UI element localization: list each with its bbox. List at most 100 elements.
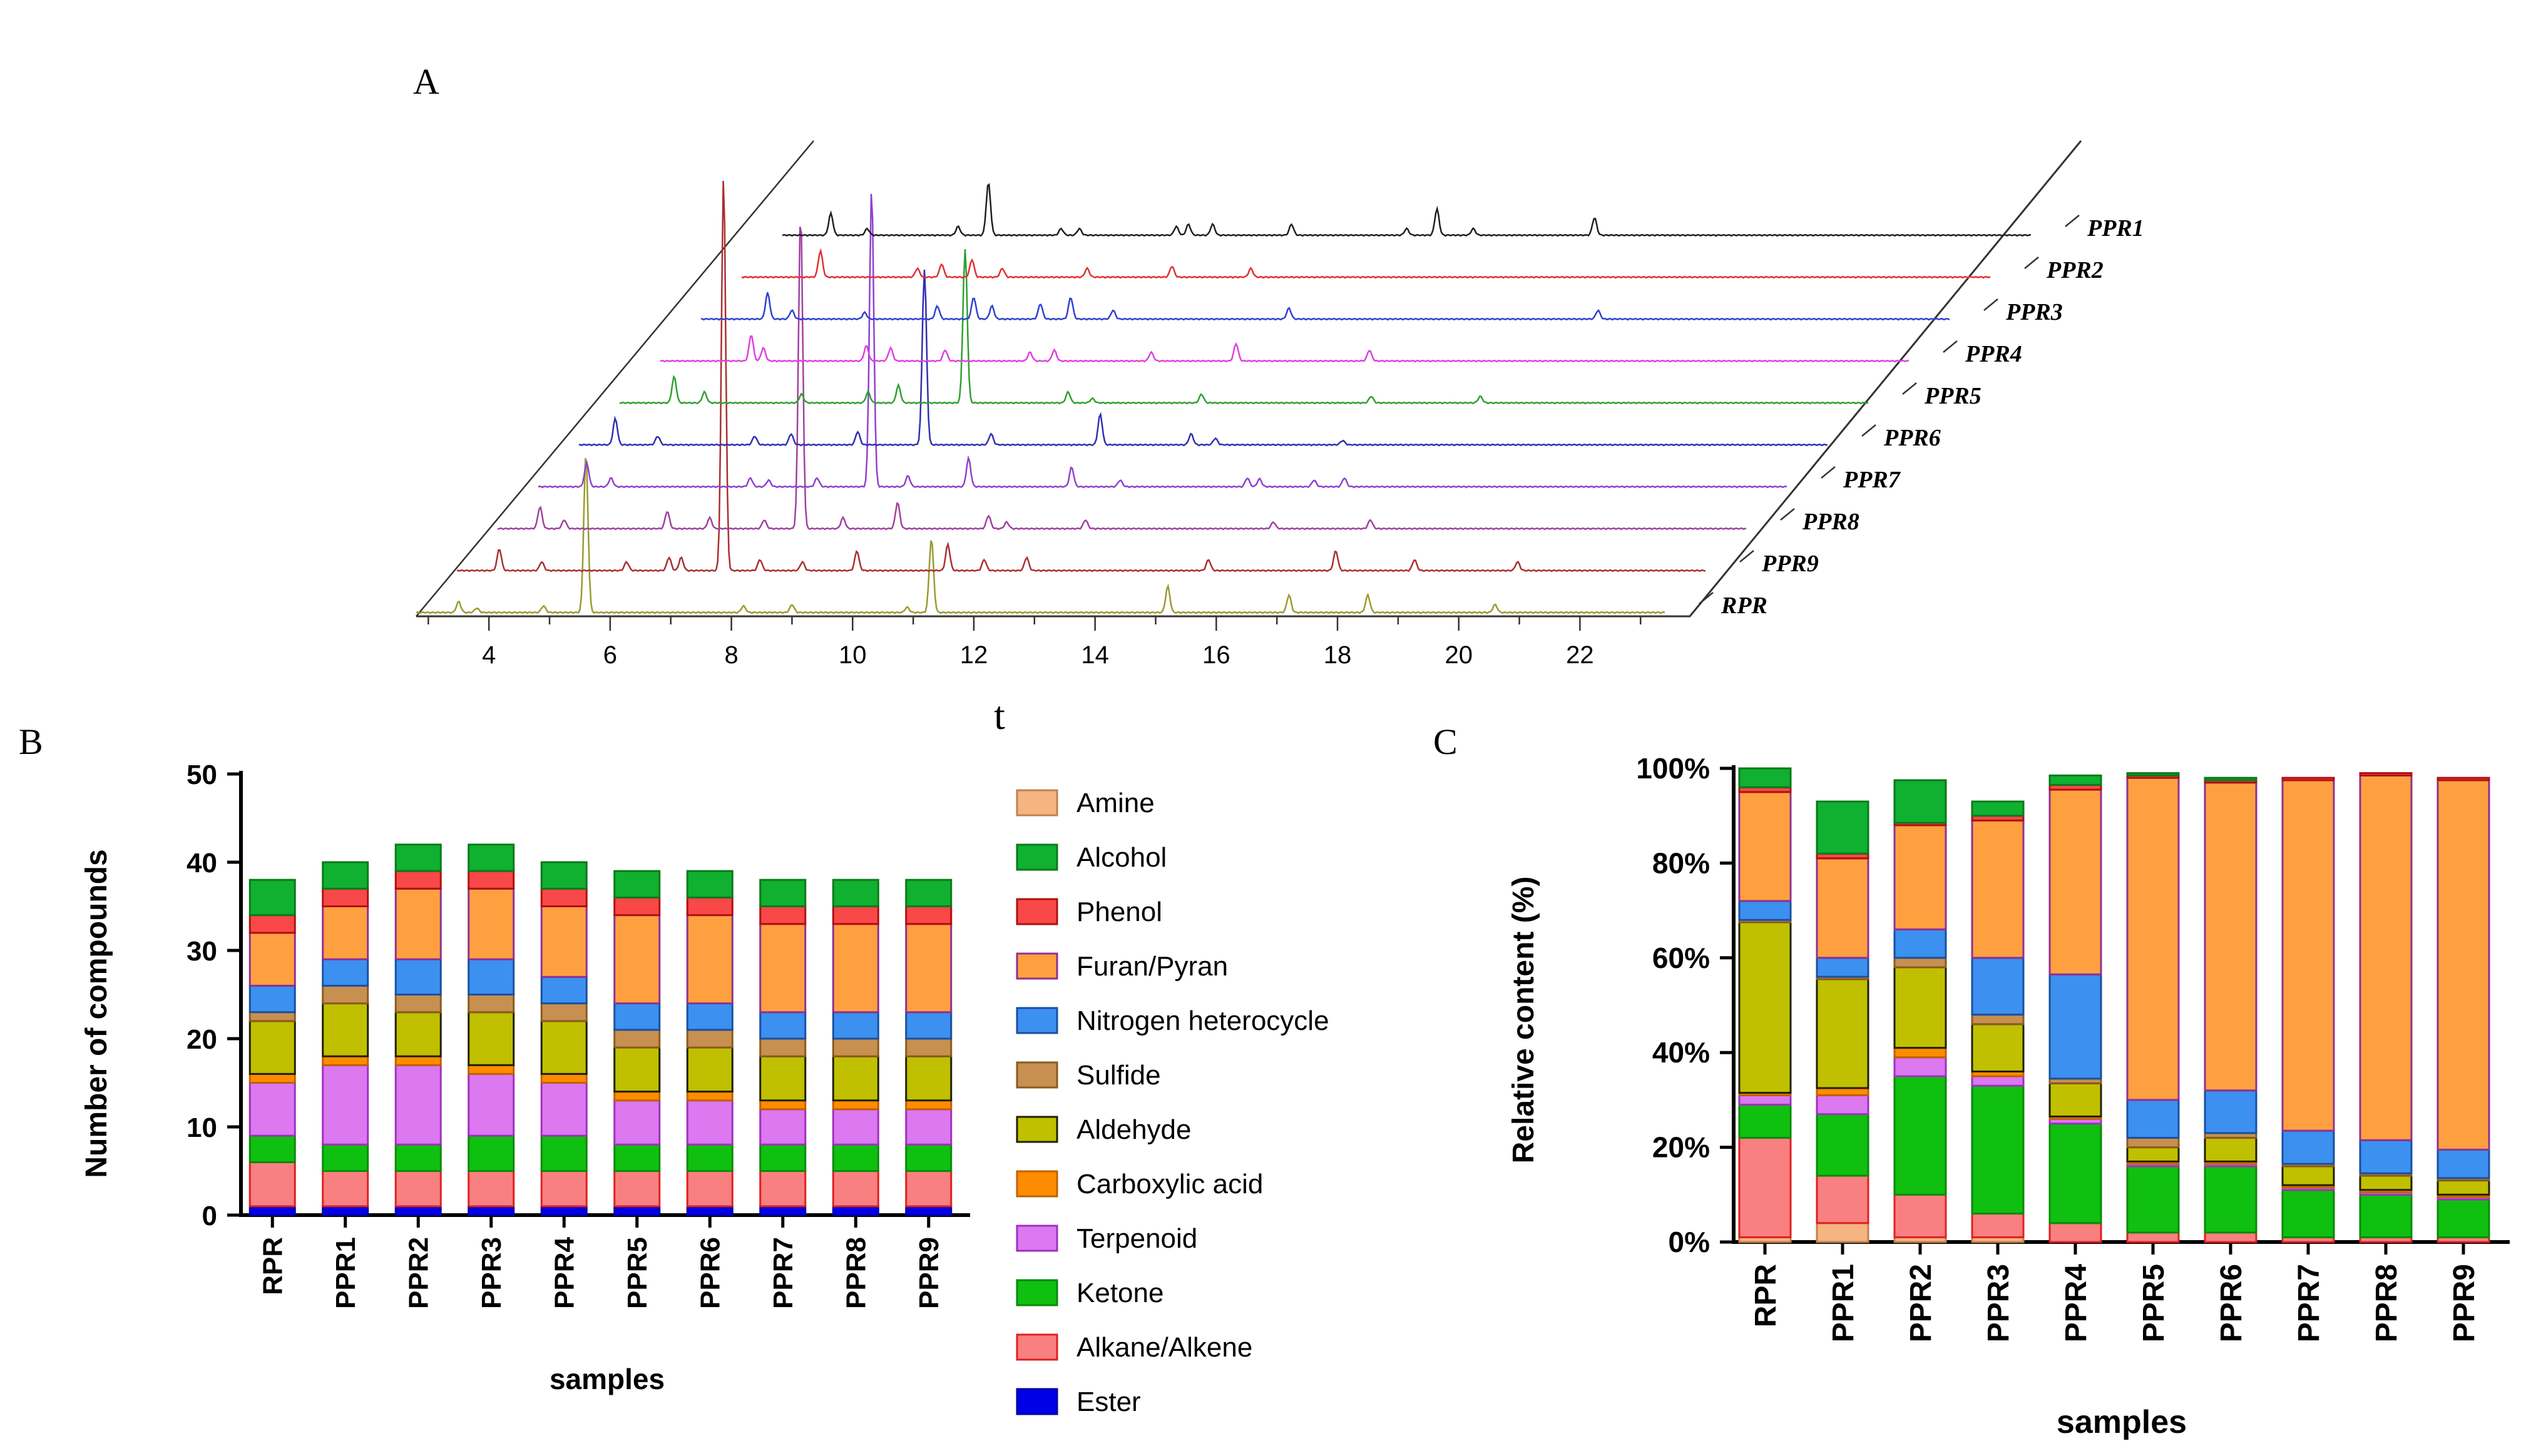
panel-c-bar-segment bbox=[1971, 1014, 2025, 1026]
legend-label: Nitrogen heterocycle bbox=[1076, 1005, 1329, 1036]
panel-b-bar-segment bbox=[759, 923, 807, 1014]
chromatogram-tick-label: 22 bbox=[1566, 641, 1594, 669]
panel-b-bar-segment bbox=[468, 1072, 515, 1137]
panel-c-bar-segment bbox=[1893, 824, 1947, 930]
panel-c-bar-segment bbox=[2204, 1089, 2257, 1134]
panel-c-bar-segment bbox=[1971, 1023, 2025, 1072]
panel-b-x-tick-label: PPR6 bbox=[695, 1237, 725, 1309]
panel-c-bar-segment bbox=[1816, 1174, 1869, 1224]
panel-c-x-tick-label: PPR2 bbox=[1905, 1264, 1938, 1342]
panel-c-bar-segment bbox=[1816, 1222, 1869, 1243]
panel-b-bar-segment bbox=[248, 878, 296, 917]
chromatogram-tick-label: 6 bbox=[603, 641, 617, 669]
legend-swatch bbox=[1016, 1333, 1058, 1361]
panel-c-bar-segment bbox=[2126, 776, 2180, 1101]
panel-c-bar-segment bbox=[1816, 857, 1869, 959]
panel-b-label: B bbox=[19, 721, 43, 762]
chromatogram-sample-label: PPR9 bbox=[1761, 551, 1819, 577]
chromatogram-trace-ppr5 bbox=[619, 249, 1869, 405]
panel-c-bar-segment bbox=[2048, 1222, 2102, 1243]
panel-c-bar-segment bbox=[2436, 1148, 2490, 1179]
panel-b-bar-segment bbox=[905, 1055, 953, 1102]
panel-c-bar-segment bbox=[2436, 1179, 2490, 1196]
chromatogram-depth-tick bbox=[1699, 592, 1714, 604]
panel-c-y-tick-label: 40% bbox=[1652, 1036, 1710, 1069]
legend-label: Phenol bbox=[1076, 897, 1162, 927]
panel-b-bar-segment bbox=[248, 984, 296, 1014]
panel-c-y-tick-label: 60% bbox=[1652, 942, 1710, 974]
panel-c-bar-segment bbox=[2126, 1165, 2180, 1234]
panel-c-x-tick-label: RPR bbox=[1749, 1264, 1782, 1327]
panel-b-bar-segment bbox=[394, 958, 442, 995]
legend-label: Ketone bbox=[1076, 1278, 1163, 1308]
panel-b-bar-segment bbox=[468, 870, 515, 890]
chromatogram-sample-label: PPR5 bbox=[1924, 383, 1981, 409]
panel-c-bar-segment bbox=[1893, 1193, 1947, 1238]
panel-b-bar-segment bbox=[540, 1082, 588, 1137]
chromatogram-depth-tick bbox=[2024, 257, 2039, 269]
panel-b-y-tick-label: 40 bbox=[187, 848, 217, 878]
panel-b-y-tick-label: 50 bbox=[187, 760, 217, 790]
panel-c-bar-segment bbox=[2204, 1231, 2257, 1243]
panel-c-bar-segment bbox=[1971, 1213, 2025, 1238]
panel-b-bar-segment bbox=[322, 861, 369, 890]
panel-c-bar-segment bbox=[1893, 779, 1947, 824]
legend-label: Terpenoid bbox=[1076, 1223, 1197, 1254]
panel-b-bar-segment bbox=[905, 1108, 953, 1146]
chromatogram-tick-label: 10 bbox=[839, 641, 867, 669]
legend-swatch bbox=[1016, 1224, 1058, 1252]
panel-b-axes: 0 10 20 30 40 50 RPR PPR1 PPR2 PPR3 PPR4 PPR5 PPR6 PP… bbox=[187, 760, 970, 1309]
panel-b-bar-segment bbox=[322, 1055, 369, 1066]
panel-b-bar-segment bbox=[832, 1205, 879, 1216]
chromatogram-x-label: t bbox=[994, 693, 1005, 738]
panel-c-bar-segment bbox=[2048, 774, 2102, 786]
panel-c-bar-segment bbox=[2204, 776, 2257, 781]
legend-label: Ester bbox=[1076, 1387, 1141, 1417]
panel-b-bar-segment bbox=[905, 1037, 953, 1057]
chromatogram-sample-label: PPR6 bbox=[1883, 425, 1941, 451]
panel-b-bar-segment bbox=[613, 1091, 661, 1102]
panel-c-bar-segment bbox=[2281, 1129, 2335, 1165]
panel-c-bar-segment bbox=[1816, 800, 1869, 855]
panel-b-bar-segment bbox=[394, 887, 442, 960]
panel-b-bar-segment bbox=[613, 1143, 661, 1172]
panel-c-bar-segment bbox=[2048, 973, 2102, 1080]
panel-c-bar-segment bbox=[2048, 1123, 2102, 1224]
panel-b-bar-segment bbox=[686, 1205, 734, 1216]
panel-b-bar-segment bbox=[248, 1161, 296, 1208]
panel-c-bar-segment bbox=[2126, 1146, 2180, 1163]
panel-b-bar-segment bbox=[468, 1064, 515, 1075]
panel-b-x-tick-label: PPR7 bbox=[768, 1237, 799, 1309]
panel-b-x-tick-label: PPR5 bbox=[622, 1237, 653, 1309]
panel-b-x-tick-label: PPR1 bbox=[330, 1237, 361, 1309]
panel-c-axes: 0% 20% 40% 60% 80% 100% RPR PPR1 PPR2 PPR3 PPR4 PPR… bbox=[1636, 752, 2510, 1342]
panel-b-bar-segment bbox=[832, 1108, 879, 1146]
panel-c-bar-segment bbox=[2359, 772, 2413, 776]
panel-b-bar-segment bbox=[832, 1143, 879, 1172]
panel-c-x-tick-label: PPR6 bbox=[2215, 1264, 2248, 1342]
legend-label: Amine bbox=[1076, 788, 1155, 818]
panel-b-bar-segment bbox=[394, 1205, 442, 1216]
legend-swatch bbox=[1016, 898, 1058, 925]
panel-c-bar-segment bbox=[1738, 1094, 1792, 1106]
panel-c-y-tick-label: 0% bbox=[1669, 1226, 1710, 1258]
panel-c-bar-segment bbox=[1816, 1087, 1869, 1096]
panel-c-bar-segment bbox=[1816, 1113, 1869, 1177]
panel-b-bar-segment bbox=[832, 878, 879, 907]
panel-b-bar-segment bbox=[540, 887, 588, 908]
panel-c-bar-segment bbox=[2281, 776, 2335, 781]
panel-b-x-label: samples bbox=[550, 1363, 665, 1395]
panel-b-bar-segment bbox=[759, 1011, 807, 1040]
panel-c-bar-segment bbox=[2281, 1165, 2335, 1186]
panel-c-bar-segment bbox=[2126, 1136, 2180, 1149]
panel-b-bar-segment bbox=[759, 905, 807, 925]
panel-a-chromatograms: A 4 6 8 10 12 14 16 18 20 22 RPR PPR9 PPR8 PPR7 PPR6 P… bbox=[413, 61, 2144, 738]
chromatogram-sample-label: PPR2 bbox=[2046, 257, 2104, 283]
panel-b-bar-segment bbox=[248, 914, 296, 934]
panel-c-y-tick-label: 100% bbox=[1636, 752, 1710, 785]
chromatogram-trace-ppr6 bbox=[578, 270, 1828, 447]
chromatogram-depth-tick bbox=[1821, 466, 1836, 479]
panel-b-bar-segment bbox=[759, 1108, 807, 1146]
panel-b-x-tick-label: RPR bbox=[257, 1237, 288, 1295]
